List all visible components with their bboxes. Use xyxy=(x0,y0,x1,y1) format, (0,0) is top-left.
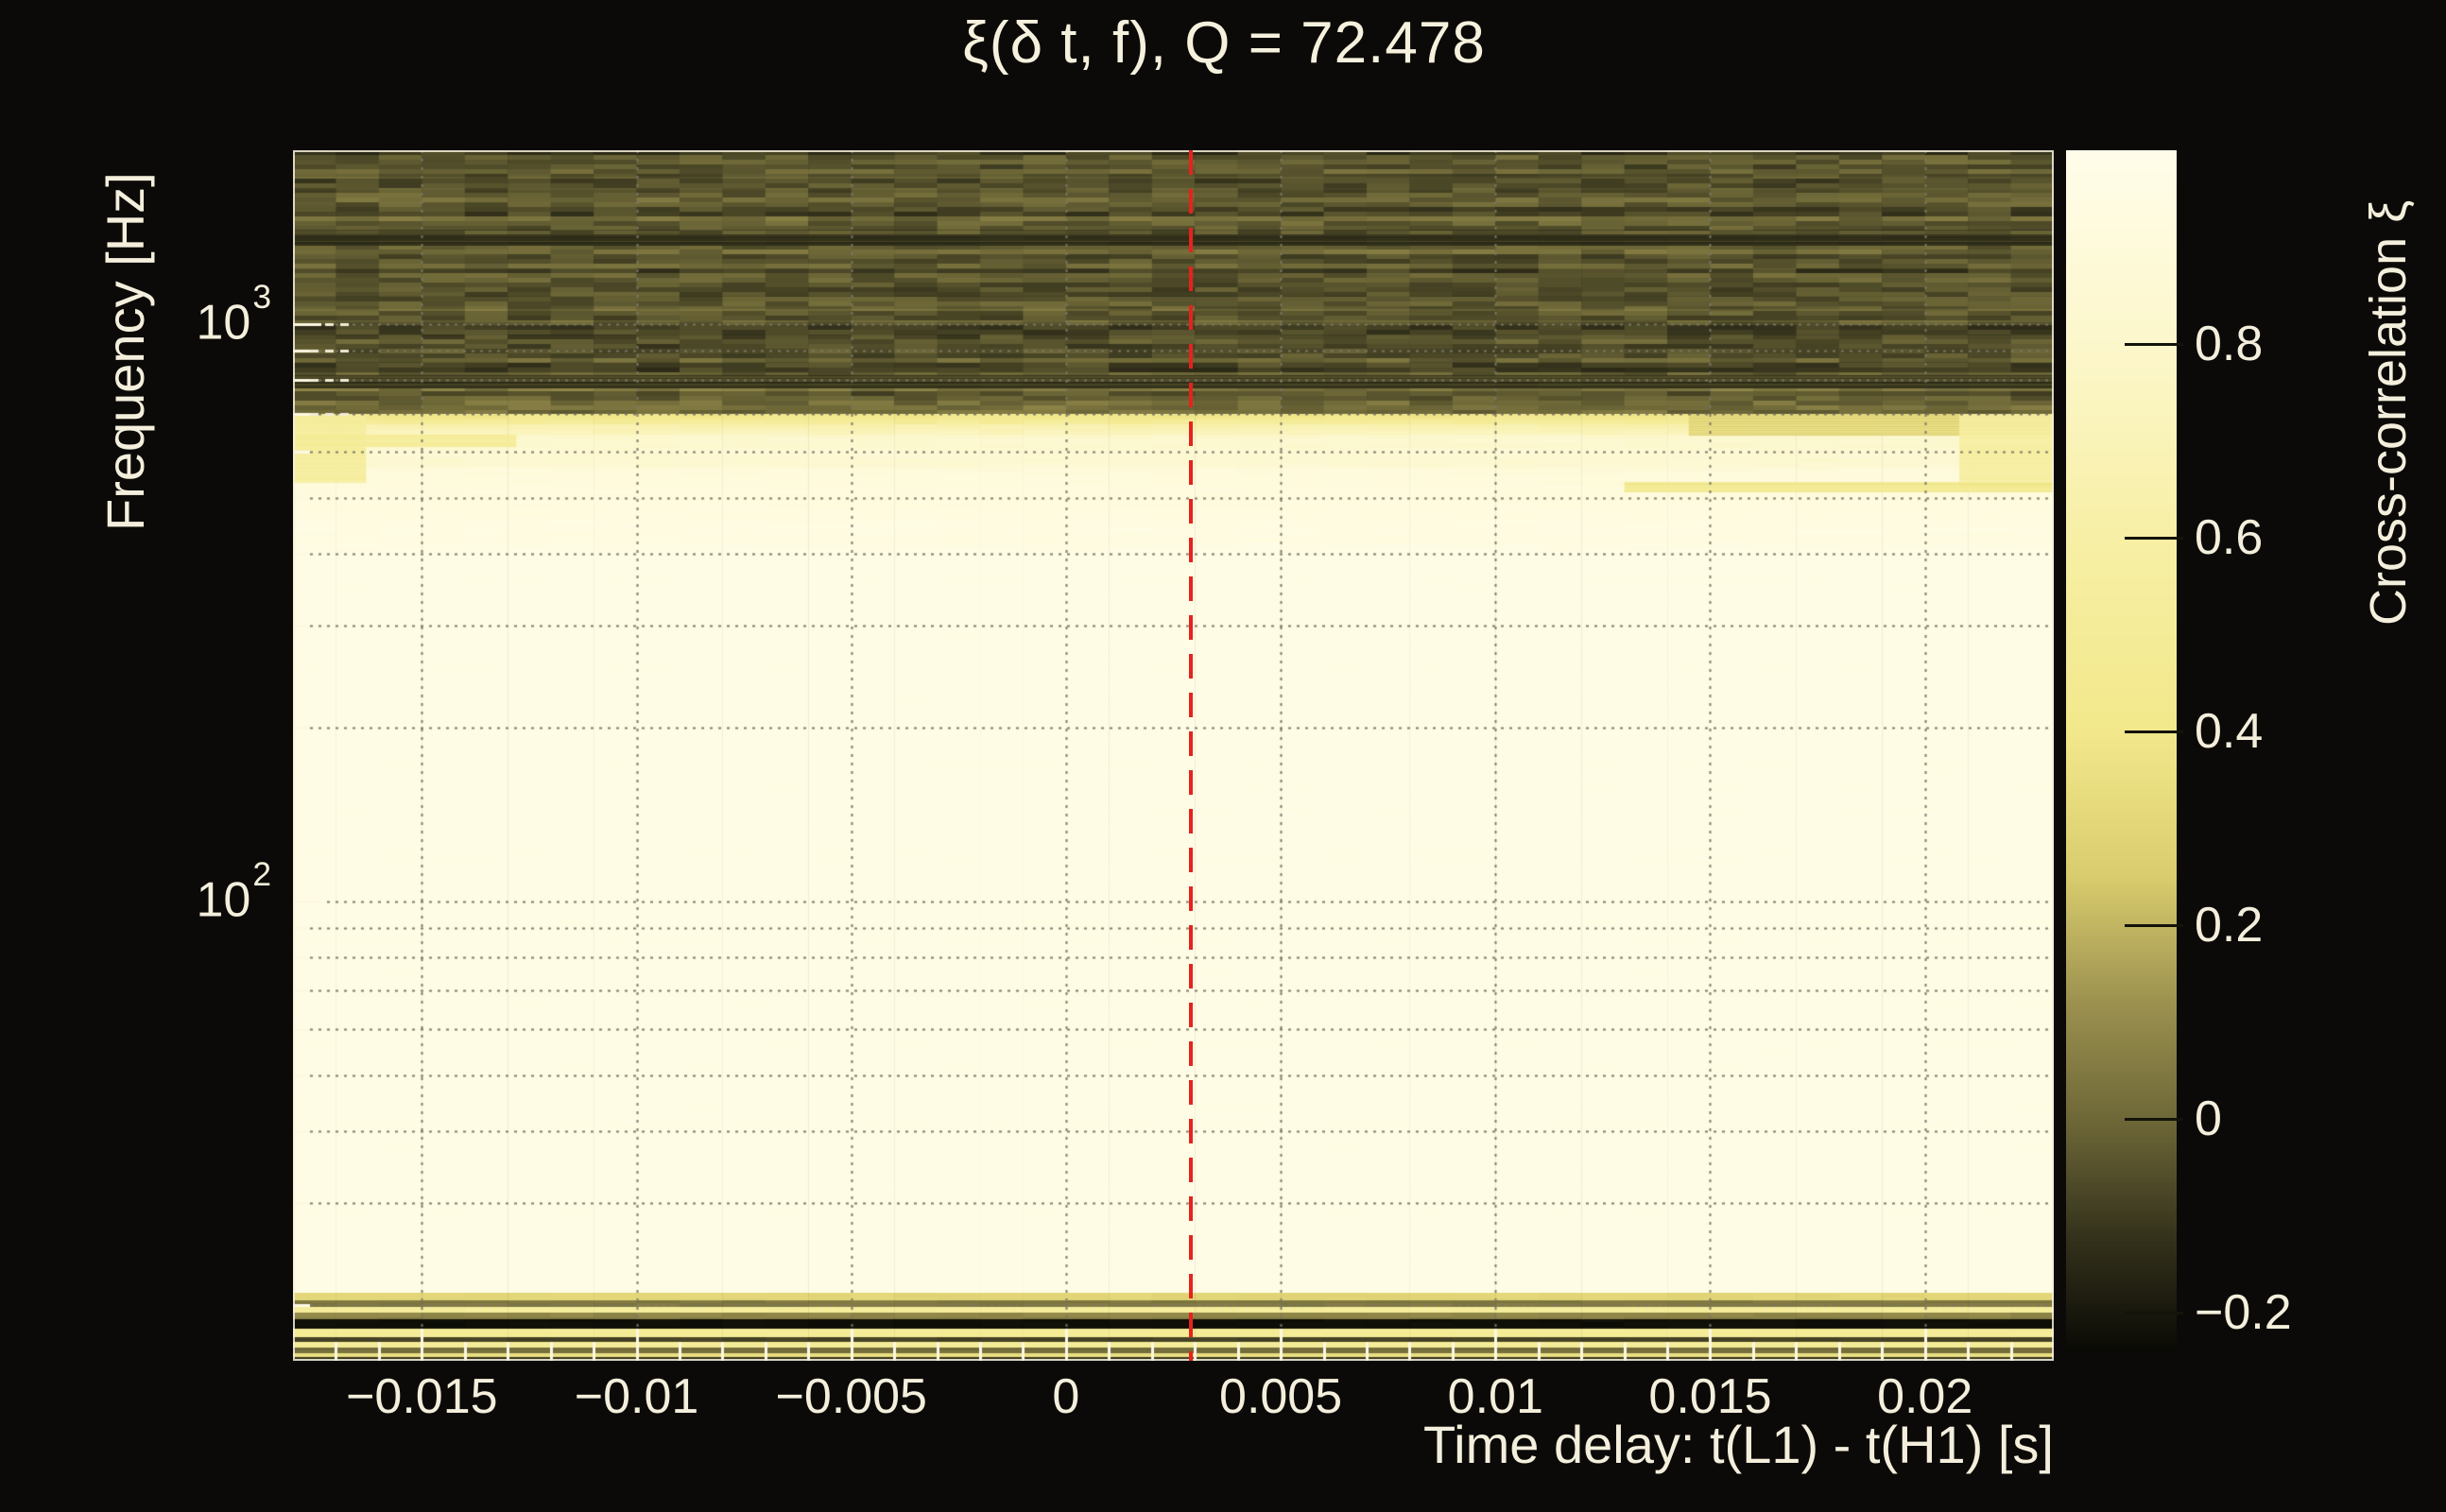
y-axis-label: Frequency [Hz] xyxy=(95,172,155,531)
x-tick-label: −0.01 xyxy=(574,1369,699,1424)
colorbar-tick-label: 0.8 xyxy=(2195,317,2264,371)
colorbar-tick-label: 0 xyxy=(2195,1091,2222,1146)
colorbar-canvas xyxy=(2066,150,2177,1351)
colorbar-tick xyxy=(2125,1312,2183,1314)
plot-title: ξ(δ t, f), Q = 72.478 xyxy=(962,10,1486,76)
colorbar-label: Cross-correlation ξ xyxy=(2360,199,2417,626)
y-tick-label: 102 xyxy=(196,855,271,928)
colorbar-tick-label: 0.6 xyxy=(2195,510,2264,565)
colorbar-tick xyxy=(2125,343,2183,346)
y-tick-label: 103 xyxy=(196,278,271,351)
colorbar-tick xyxy=(2125,730,2183,733)
x-tick-label: 0.02 xyxy=(1877,1369,1973,1424)
colorbar-tick-label: −0.2 xyxy=(2195,1285,2292,1340)
colorbar-tick xyxy=(2125,924,2183,927)
colorbar xyxy=(2066,150,2177,1351)
x-tick-label: 0.005 xyxy=(1219,1369,1343,1424)
heatmap-canvas xyxy=(293,150,2054,1361)
x-axis-label: Time delay: t(L1) - t(H1) [s] xyxy=(1423,1415,2054,1474)
colorbar-tick-label: 0.2 xyxy=(2195,898,2264,953)
colorbar-tick-label: 0.4 xyxy=(2195,704,2264,759)
time-delay-marker-line xyxy=(1188,150,1193,1361)
colorbar-tick xyxy=(2125,537,2183,540)
x-tick-label: −0.005 xyxy=(775,1369,927,1424)
heatmap-plot-area xyxy=(293,150,2054,1361)
x-tick-label: −0.015 xyxy=(346,1369,498,1424)
x-tick-label: 0 xyxy=(1052,1369,1080,1424)
colorbar-tick xyxy=(2125,1118,2183,1121)
x-tick-label: 0.015 xyxy=(1648,1369,1772,1424)
x-tick-label: 0.01 xyxy=(1447,1369,1543,1424)
